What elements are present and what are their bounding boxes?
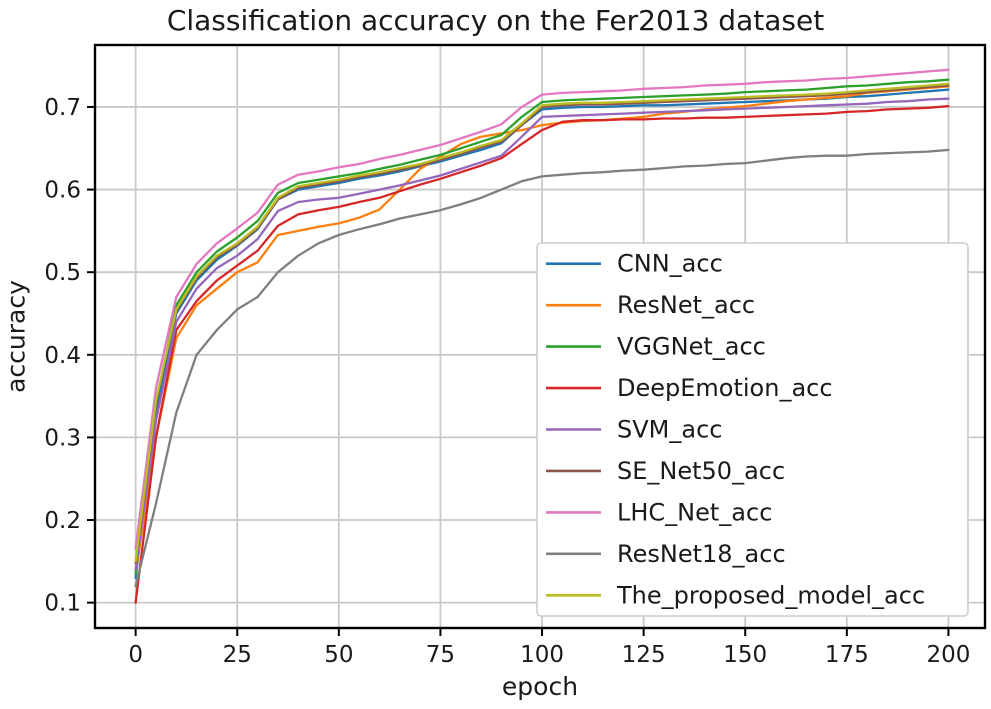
legend-label-VGGNet_acc: VGGNet_acc: [617, 333, 766, 361]
series-lines: [134, 68, 950, 604]
legend-label-SE_Net50_acc: SE_Net50_acc: [617, 457, 785, 485]
legend-label-DeepEmotion_acc: DeepEmotion_acc: [617, 374, 833, 402]
x-axis-label: epoch: [501, 672, 579, 701]
tick-marks: [87, 105, 950, 636]
y-tick-label: 0.4: [44, 343, 81, 369]
x-tick-label: 0: [128, 642, 143, 668]
series-line-SVM_acc: [134, 97, 950, 571]
x-tick-label: 100: [520, 642, 564, 668]
x-tick-label: 50: [324, 642, 353, 668]
series-line-ResNet_acc: [134, 85, 950, 575]
y-tick-label: 0.7: [44, 95, 81, 121]
y-tick-label: 0.1: [44, 591, 81, 617]
y-axis-label: accuracy: [1, 280, 31, 393]
series-line-The_proposed_model_acc: [134, 82, 950, 563]
legend-label-ResNet_acc: ResNet_acc: [617, 291, 755, 319]
x-tick-label: 150: [723, 642, 767, 668]
x-tick-label: 125: [622, 642, 666, 668]
x-tick-label: 200: [926, 642, 970, 668]
y-tick-label: 0.6: [44, 178, 81, 204]
tick-labels: 0 25 50 75 100 125 150 175 200 0.1 0.2 0.3 0.4 0.5 0.6…: [44, 95, 970, 668]
legend-box: [536, 242, 969, 617]
y-tick-label: 0.5: [44, 260, 81, 286]
y-tick-label: 0.2: [44, 508, 81, 534]
y-tick-label: 0.3: [44, 425, 81, 451]
axes-spines: [93, 43, 987, 630]
legend: CNN_acc ResNet_acc VGGNet_acc DeepEmotion_a…: [536, 242, 969, 617]
legend-label-LHC_Net_acc: LHC_Net_acc: [617, 498, 772, 526]
series-line-ResNet18_acc: [134, 148, 950, 588]
legend-label-CNN_acc: CNN_acc: [617, 250, 723, 278]
x-tick-label: 75: [426, 642, 455, 668]
legend-label-The_proposed_model_acc: The_proposed_model_acc: [616, 581, 925, 609]
series-line-DeepEmotion_acc: [134, 104, 950, 604]
x-tick-label: 175: [825, 642, 869, 668]
x-tick-label: 25: [223, 642, 252, 668]
series-line-LHC_Net_acc: [134, 68, 950, 551]
chart-title: Classification accuracy on the Fer2013 d…: [166, 4, 825, 37]
legend-label-SVM_acc: SVM_acc: [617, 416, 722, 444]
legend-label-ResNet18_acc: ResNet18_acc: [617, 540, 786, 568]
series-line-VGGNet_acc: [134, 78, 950, 575]
